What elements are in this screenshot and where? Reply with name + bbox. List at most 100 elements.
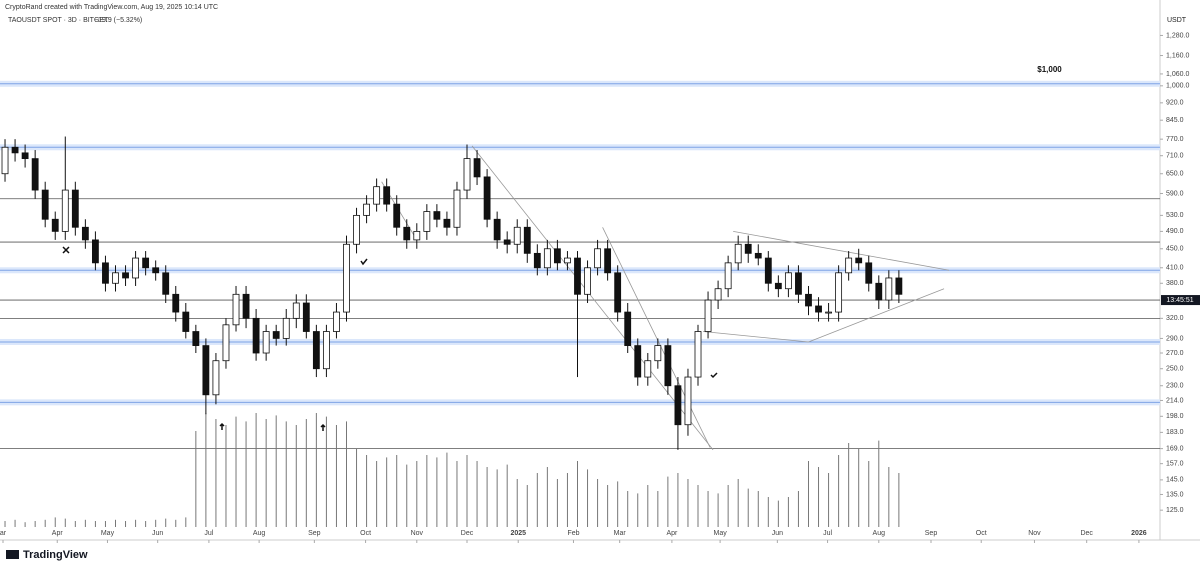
x-tick-label: Nov xyxy=(411,530,424,537)
candle-body xyxy=(262,331,270,354)
candle-body xyxy=(895,277,903,295)
candle-body xyxy=(242,293,250,319)
candle-body xyxy=(483,176,491,220)
candle-body xyxy=(865,262,873,284)
y-tick-label: 845.0 xyxy=(1166,117,1184,124)
candle-body xyxy=(594,248,601,269)
candle-body xyxy=(282,317,290,339)
candle-body xyxy=(252,317,260,354)
y-tick-label: 214.0 xyxy=(1166,397,1184,404)
candle-body xyxy=(312,331,320,370)
candle-body xyxy=(835,272,843,313)
candle-body xyxy=(373,186,381,205)
candle-body xyxy=(473,158,481,178)
candle-body xyxy=(604,248,612,274)
candle-body xyxy=(292,302,300,319)
candle-body xyxy=(383,186,391,205)
candle-body xyxy=(855,257,863,264)
candle-body xyxy=(694,331,702,378)
y-tick-label: 183.0 xyxy=(1166,429,1184,436)
candle-body xyxy=(1,146,9,175)
arrow-icon xyxy=(219,422,225,430)
x-tick-label: May xyxy=(713,530,727,537)
candle-body xyxy=(664,345,672,387)
candle-body xyxy=(302,302,310,332)
candle-body xyxy=(764,257,772,284)
symbol: TAOUSDT SPOT · 3D · BITGET xyxy=(8,17,109,24)
icons xyxy=(62,246,718,431)
candle-body xyxy=(142,257,150,269)
candle-body xyxy=(654,345,662,362)
candle-body xyxy=(272,331,280,339)
x-tick-label: Jun xyxy=(772,530,783,537)
candle-body xyxy=(162,272,170,295)
y-tick-label: 1,280.0 xyxy=(1166,32,1189,39)
candle-body xyxy=(212,360,220,396)
candle-body xyxy=(202,345,210,396)
candle-body xyxy=(624,311,632,346)
candle-body xyxy=(553,248,561,264)
candle-body xyxy=(192,331,200,346)
y-tick-label: 1,060.0 xyxy=(1166,71,1189,78)
candle-body xyxy=(543,248,551,269)
candle-body xyxy=(182,311,190,332)
candle-body xyxy=(644,360,652,378)
candle-body xyxy=(353,214,360,245)
candle-body xyxy=(704,299,712,332)
candle-body xyxy=(734,243,742,264)
x-tick-label: Dec xyxy=(1080,530,1093,537)
candle-body xyxy=(774,282,782,290)
change: −19.9 (−5.32%) xyxy=(94,17,142,24)
countdown-label: 13:45:51 xyxy=(1166,297,1193,304)
y-tick-label: 490.0 xyxy=(1166,228,1184,235)
trendline xyxy=(602,227,711,448)
candle-body xyxy=(503,239,511,245)
x-tick-label: Jul xyxy=(204,530,213,537)
candle-body xyxy=(91,239,99,264)
x-tick-label: Aug xyxy=(253,530,266,537)
y-tick-label: 1,000.0 xyxy=(1166,83,1189,90)
candle-body xyxy=(634,345,642,378)
candle-body xyxy=(744,243,752,254)
candle-body xyxy=(102,262,109,284)
x-tick-label: Sep xyxy=(308,530,321,537)
x-tick-label: Oct xyxy=(976,530,987,537)
check-icon xyxy=(360,258,368,266)
x-tick-label: 2026 xyxy=(1131,530,1147,537)
candle-body xyxy=(31,158,39,191)
x-tick-label: Dec xyxy=(461,530,474,537)
currency: USDT xyxy=(1167,17,1187,24)
logo-mark xyxy=(6,550,19,559)
arrow-icon xyxy=(320,423,326,431)
candle-body xyxy=(875,282,883,301)
x-tick-label: Apr xyxy=(52,530,64,537)
candle-body xyxy=(172,293,180,313)
y-tick-label: 135.0 xyxy=(1166,491,1184,498)
candle-body xyxy=(714,288,722,301)
y-tick-label: 710.0 xyxy=(1166,153,1184,160)
credit: CryptoRand created with TradingView.com,… xyxy=(5,4,218,11)
candle-body xyxy=(423,211,431,232)
x-tick-label: Feb xyxy=(567,530,579,537)
logo: TradingView xyxy=(6,549,88,561)
candle-body xyxy=(51,218,59,232)
candle-body xyxy=(574,257,581,295)
x-tick-label: Jul xyxy=(823,530,832,537)
x-tick-label: May xyxy=(101,530,115,537)
check-icon xyxy=(710,372,718,379)
trendline xyxy=(471,145,714,451)
trendline xyxy=(733,231,950,271)
candle-body xyxy=(363,203,370,216)
candle-body xyxy=(413,230,421,241)
y-tick-label: 1,160.0 xyxy=(1166,52,1189,59)
candle-body xyxy=(584,267,591,295)
y-tick-label: 198.0 xyxy=(1166,413,1184,420)
candle-body xyxy=(122,272,129,279)
candle-body xyxy=(152,267,160,274)
x-tick-label: Oct xyxy=(360,530,371,537)
x-tick-label: Jun xyxy=(152,530,163,537)
y-tick-label: 250.0 xyxy=(1166,366,1184,373)
candle-body xyxy=(493,218,501,241)
